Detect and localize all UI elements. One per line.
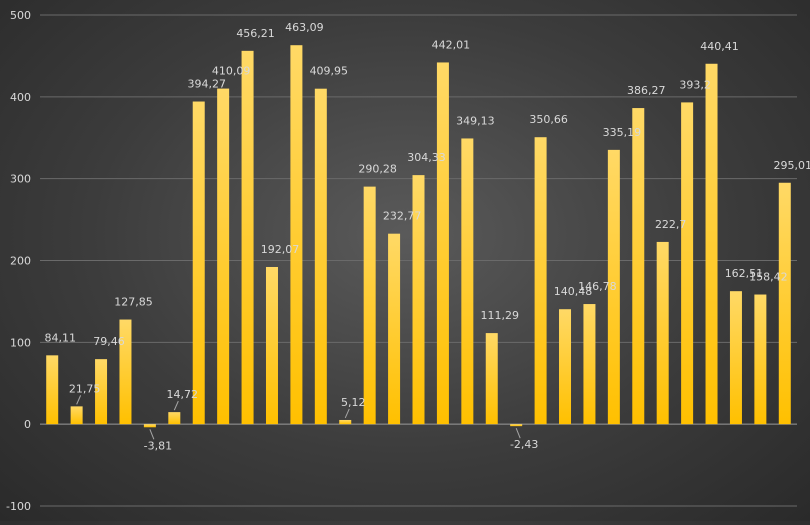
bar xyxy=(607,149,620,425)
data-label: 232,77 xyxy=(383,210,422,223)
data-label: 140,48 xyxy=(554,285,593,298)
data-label: 386,27 xyxy=(627,84,666,97)
bar xyxy=(559,309,572,425)
data-label: 335,19 xyxy=(603,126,642,139)
bar xyxy=(485,333,498,425)
bar xyxy=(95,359,108,425)
data-label: 295,01 xyxy=(774,159,810,172)
bar xyxy=(46,355,59,425)
bar xyxy=(290,45,303,425)
data-label: 192,07 xyxy=(261,243,300,256)
y-tick-label: 100 xyxy=(10,336,31,349)
y-tick-label: 200 xyxy=(10,255,31,268)
data-label: 394,27 xyxy=(187,78,226,91)
data-label: -3,81 xyxy=(144,439,172,452)
data-label: 158,42 xyxy=(749,271,788,284)
bar xyxy=(461,138,474,425)
data-label: 456,21 xyxy=(236,27,275,40)
bar xyxy=(681,102,694,425)
bar xyxy=(265,266,278,425)
label-leader-line xyxy=(149,429,155,440)
data-label: 14,72 xyxy=(167,388,199,401)
bar xyxy=(510,424,523,427)
data-label: 304,33 xyxy=(407,151,446,164)
data-label: 350,66 xyxy=(529,113,568,126)
data-label: 410,09 xyxy=(212,65,251,78)
bar xyxy=(705,63,718,425)
label-leader-line xyxy=(76,395,82,405)
data-label: 146,78 xyxy=(578,280,617,293)
bar xyxy=(363,186,376,425)
data-label: 222,7 xyxy=(655,218,687,231)
data-label: 393,2 xyxy=(679,78,711,91)
data-label: 290,28 xyxy=(358,163,397,176)
bar xyxy=(339,419,352,425)
data-label: 21,75 xyxy=(69,382,101,395)
data-label: -2,43 xyxy=(510,438,538,451)
label-leader-line xyxy=(173,400,179,411)
data-label: 442,01 xyxy=(432,38,471,51)
bar xyxy=(119,319,132,425)
bar xyxy=(217,88,230,425)
data-label: 111,29 xyxy=(481,309,520,322)
data-label: 409,95 xyxy=(310,65,349,78)
data-label: 463,09 xyxy=(285,21,324,34)
data-label: 349,13 xyxy=(456,114,495,127)
bar xyxy=(583,304,596,425)
bar xyxy=(778,182,791,425)
bar xyxy=(70,406,83,425)
y-tick-label: 0 xyxy=(24,418,31,431)
bar xyxy=(314,88,327,425)
data-label: 5,12 xyxy=(341,396,366,409)
bar xyxy=(436,62,449,425)
data-label: 84,11 xyxy=(44,331,76,344)
bar xyxy=(632,108,645,425)
y-tick-label: -100 xyxy=(6,500,31,513)
bar xyxy=(729,291,742,425)
bar xyxy=(534,137,547,425)
data-label: 127,85 xyxy=(114,296,153,309)
bar xyxy=(143,424,156,428)
bar xyxy=(656,241,669,425)
y-tick-label: 400 xyxy=(10,91,31,104)
label-leader-line xyxy=(344,408,350,419)
bar xyxy=(192,101,205,425)
y-tick-label: 300 xyxy=(10,173,31,186)
y-tick-label: 500 xyxy=(10,9,31,22)
bar xyxy=(168,412,181,425)
bar xyxy=(754,294,767,425)
data-label: 79,46 xyxy=(93,335,125,348)
bar xyxy=(412,175,425,425)
data-label: 440,41 xyxy=(700,40,739,53)
bar xyxy=(388,233,401,425)
label-leader-line xyxy=(515,427,521,439)
data-label: 162,51 xyxy=(725,267,764,280)
bar xyxy=(241,50,254,425)
